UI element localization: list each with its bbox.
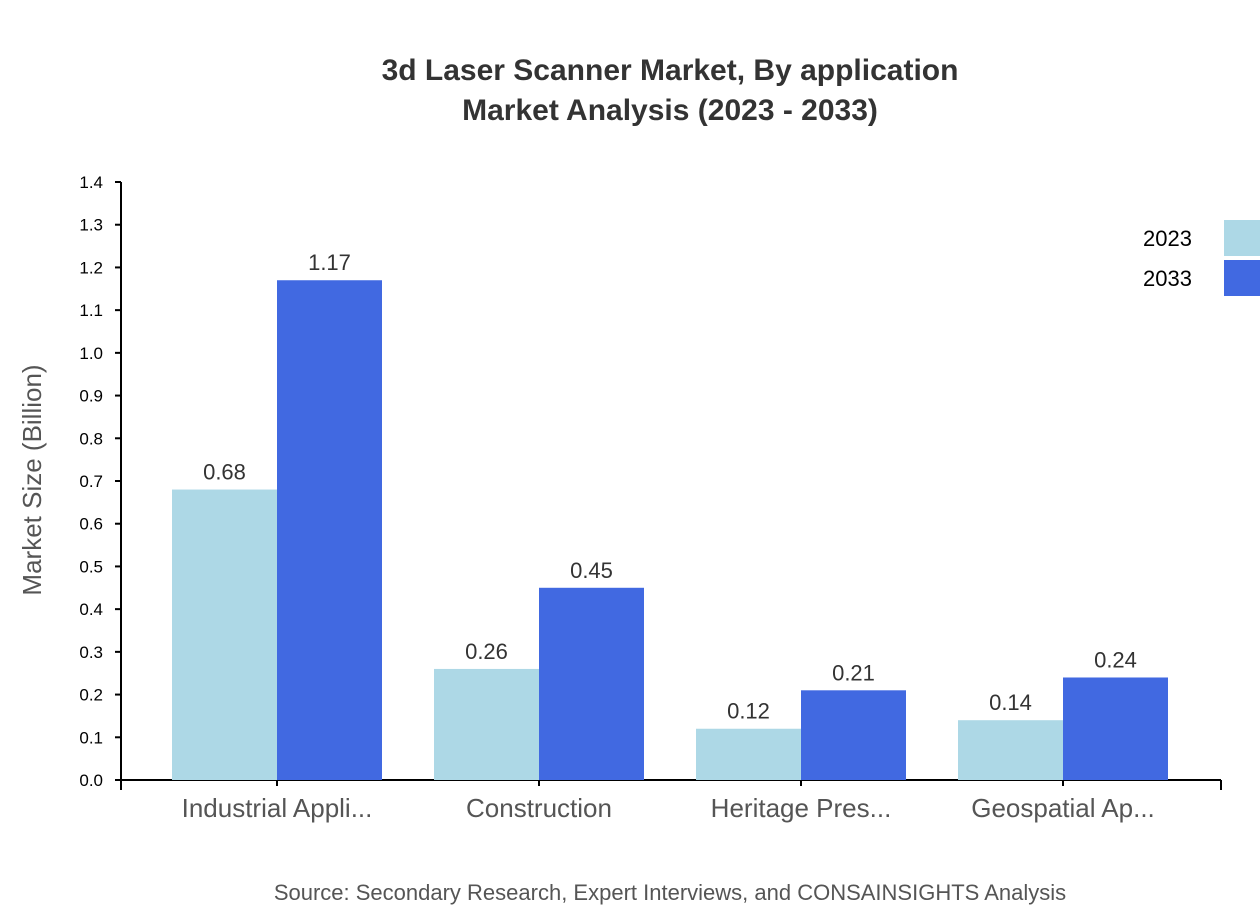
bar-2023 <box>172 489 277 780</box>
bar-2023 <box>958 720 1063 780</box>
source-note: Source: Secondary Research, Expert Inter… <box>274 880 1066 905</box>
bar-2033 <box>801 690 906 780</box>
y-tick-label: 1.0 <box>79 344 103 363</box>
data-label: 0.14 <box>989 690 1032 715</box>
y-tick-label: 0.1 <box>79 728 103 747</box>
data-label: 1.17 <box>308 250 351 275</box>
data-label: 0.21 <box>832 660 875 685</box>
y-tick-label: 1.2 <box>79 258 103 277</box>
y-tick-label: 1.1 <box>79 301 103 320</box>
y-axis: 0.0 0.1 0.2 0.3 0.4 0.5 0.6 0.7 0.8 0.9 1.0 1.1 1.2 1… <box>79 173 122 790</box>
bar-2023 <box>434 668 539 780</box>
legend-swatch-2033 <box>1224 260 1260 296</box>
y-tick-label: 0.3 <box>79 643 103 662</box>
x-axis: Industrial Appli... Construction Heritage … <box>120 779 1222 823</box>
y-tick-label: 1.3 <box>79 216 103 235</box>
x-tick-label: Construction <box>466 793 612 823</box>
x-tick-label: Heritage Pres... <box>711 793 892 823</box>
y-tick-label: 1.4 <box>79 173 103 192</box>
legend-swatch-2023 <box>1224 220 1260 256</box>
legend: 2023 2033 <box>1143 220 1260 296</box>
bar-2033 <box>539 587 644 780</box>
y-tick-label: 0.8 <box>79 429 103 448</box>
data-label: 0.26 <box>465 639 508 664</box>
data-label: 0.12 <box>727 699 770 724</box>
bar-2033 <box>277 280 382 780</box>
legend-label: 2023 <box>1143 226 1192 251</box>
chart-title: 3d Laser Scanner Market, By application <box>382 54 959 87</box>
data-label: 0.68 <box>203 460 246 485</box>
y-tick-label: 0.6 <box>79 515 103 534</box>
y-tick-label: 0.7 <box>79 472 103 491</box>
legend-label: 2033 <box>1143 266 1192 291</box>
bars: 0.68 1.17 0.26 0.45 0.12 0.21 0.14 0.24 <box>172 250 1168 780</box>
bar-2033 <box>1063 677 1168 780</box>
x-tick-label: Industrial Appli... <box>182 793 373 823</box>
data-label: 0.45 <box>570 558 613 583</box>
data-label: 0.24 <box>1094 647 1137 672</box>
y-tick-label: 0.9 <box>79 387 103 406</box>
y-tick-label: 0.0 <box>79 771 103 790</box>
bar-2023 <box>696 728 801 780</box>
y-tick-label: 0.2 <box>79 686 103 705</box>
y-tick-label: 0.4 <box>79 600 103 619</box>
y-tick-label: 0.5 <box>79 557 103 576</box>
chart-subtitle: Market Analysis (2023 - 2033) <box>462 94 878 127</box>
y-axis-title: Market Size (Billion) <box>17 364 47 595</box>
x-tick-label: Geospatial Ap... <box>971 793 1155 823</box>
